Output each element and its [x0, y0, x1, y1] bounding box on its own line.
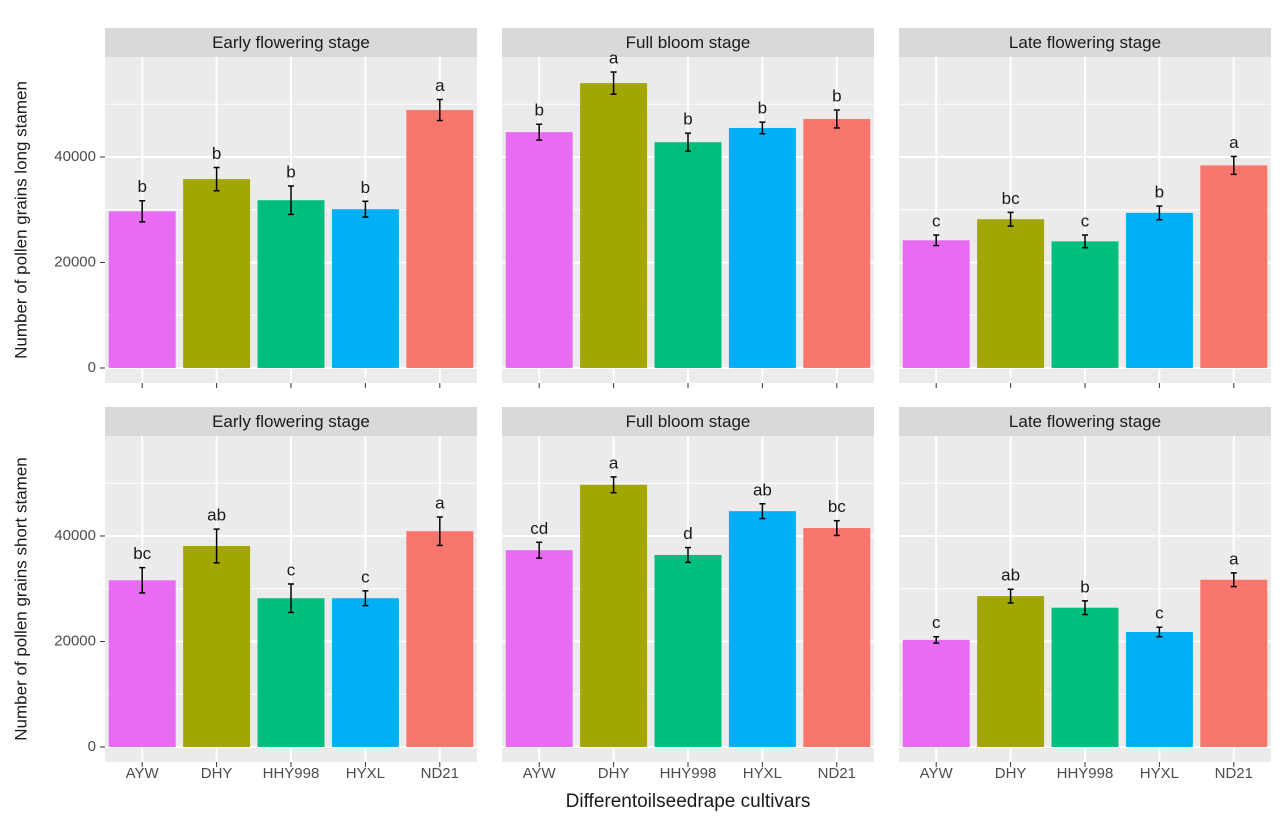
y-tick-label: 20000 — [54, 253, 96, 270]
x-tick-label: HHY998 — [263, 765, 320, 782]
significance-letter: b — [534, 101, 543, 120]
significance-letter: a — [1229, 549, 1239, 568]
bar — [406, 531, 474, 747]
bar — [108, 580, 176, 747]
significance-letter: c — [361, 567, 370, 586]
significance-letter: ab — [207, 506, 226, 525]
bar — [1125, 212, 1193, 368]
x-tick-label: DHY — [201, 765, 233, 782]
x-tick-label: HHY998 — [1057, 765, 1114, 782]
bar — [1051, 607, 1119, 747]
significance-letter: ab — [753, 480, 772, 499]
y-tick-label: 0 — [88, 359, 96, 376]
significance-letter: b — [212, 144, 221, 163]
facet-title: Early flowering stage — [212, 33, 370, 52]
significance-letter: b — [683, 110, 692, 129]
bar — [406, 110, 474, 368]
bar — [803, 118, 871, 368]
bar — [728, 127, 796, 368]
facet-strip — [105, 407, 477, 436]
x-tick-label: HYXL — [1140, 765, 1179, 782]
bar — [977, 596, 1045, 747]
significance-letter: b — [137, 177, 146, 196]
x-tick-label: DHY — [598, 765, 630, 782]
x-tick-label: HYXL — [346, 765, 385, 782]
significance-letter: c — [932, 613, 941, 632]
significance-letter: a — [435, 76, 445, 95]
bar — [257, 598, 325, 747]
significance-letter: ab — [1001, 566, 1020, 585]
x-tick-label: ND21 — [1215, 765, 1253, 782]
bar — [1200, 165, 1268, 368]
bar — [654, 142, 722, 368]
x-tick-label: AYW — [126, 765, 160, 782]
y-tick-label: 40000 — [54, 527, 96, 544]
bar — [902, 639, 970, 747]
bar — [1051, 241, 1119, 368]
significance-letter: b — [286, 162, 295, 181]
facet-strip — [502, 407, 874, 436]
significance-letter: bc — [133, 544, 151, 563]
bar — [728, 511, 796, 747]
bar — [803, 528, 871, 747]
significance-letter: b — [832, 86, 841, 105]
significance-letter: b — [1155, 183, 1164, 202]
significance-letter: a — [609, 453, 619, 472]
bar — [331, 209, 399, 368]
significance-letter: a — [609, 49, 619, 68]
facet-title: Late flowering stage — [1009, 412, 1161, 431]
bar — [183, 179, 251, 368]
significance-letter: c — [932, 212, 941, 231]
facet-title: Full bloom stage — [626, 33, 751, 52]
y-axis-label: Number of pollen grains short stamen — [11, 457, 30, 740]
significance-letter: bc — [828, 497, 846, 516]
significance-letter: c — [287, 560, 296, 579]
bar — [1200, 579, 1268, 747]
x-axis-label: Differentoilseedrape cultivars — [566, 791, 811, 812]
bar — [902, 240, 970, 368]
bar — [257, 200, 325, 368]
x-tick-label: HYXL — [743, 765, 782, 782]
significance-letter: b — [361, 178, 370, 197]
y-axis-label: Number of pollen grains long stamen — [11, 81, 30, 359]
bar — [977, 219, 1045, 368]
facet-strip — [105, 28, 477, 57]
significance-letter: c — [1155, 604, 1164, 623]
bar — [505, 132, 573, 368]
significance-letter: bc — [1002, 189, 1020, 208]
bar — [183, 545, 251, 747]
significance-letter: a — [1229, 133, 1239, 152]
bar — [654, 554, 722, 747]
x-tick-label: DHY — [995, 765, 1027, 782]
facet-strip — [899, 28, 1271, 57]
significance-letter: d — [683, 524, 692, 543]
bar — [331, 598, 399, 747]
significance-letter: cd — [530, 519, 548, 538]
y-tick-label: 20000 — [54, 632, 96, 649]
facet-title: Late flowering stage — [1009, 33, 1161, 52]
facet-title: Early flowering stage — [212, 412, 370, 431]
significance-letter: b — [1080, 577, 1089, 596]
bar — [108, 211, 176, 368]
bar — [1125, 631, 1193, 747]
bar — [505, 550, 573, 747]
significance-letter: c — [1081, 212, 1090, 231]
y-tick-label: 40000 — [54, 148, 96, 165]
x-tick-label: AYW — [920, 765, 954, 782]
significance-letter: b — [758, 99, 767, 118]
x-tick-label: AYW — [523, 765, 557, 782]
y-tick-label: 0 — [88, 738, 96, 755]
significance-letter: a — [435, 493, 445, 512]
bar — [580, 484, 648, 747]
x-tick-label: HHY998 — [660, 765, 717, 782]
facet-strip — [502, 28, 874, 57]
x-tick-label: ND21 — [818, 765, 856, 782]
facet-title: Full bloom stage — [626, 412, 751, 431]
facet-strip — [899, 407, 1271, 436]
bar — [580, 83, 648, 368]
x-tick-label: ND21 — [421, 765, 459, 782]
